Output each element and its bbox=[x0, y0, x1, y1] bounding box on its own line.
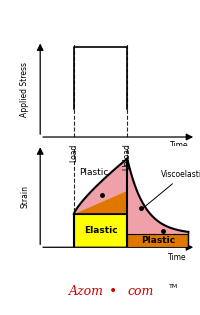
Text: Applied Stress: Applied Stress bbox=[20, 62, 29, 117]
Polygon shape bbox=[127, 234, 187, 247]
Text: Time: Time bbox=[169, 141, 187, 150]
Polygon shape bbox=[73, 158, 127, 214]
Text: com: com bbox=[126, 285, 153, 298]
Text: Azom: Azom bbox=[68, 285, 103, 298]
Polygon shape bbox=[73, 191, 127, 214]
Text: Viscoelastic: Viscoelastic bbox=[140, 170, 200, 210]
Polygon shape bbox=[73, 214, 127, 247]
Text: Unload: Unload bbox=[122, 143, 131, 170]
Text: Load: Load bbox=[69, 143, 78, 162]
Text: Elastic: Elastic bbox=[83, 226, 117, 235]
Text: Plastic: Plastic bbox=[140, 236, 174, 245]
Text: •: • bbox=[108, 284, 117, 298]
Text: Plastic: Plastic bbox=[79, 168, 108, 177]
Text: Strain: Strain bbox=[20, 185, 29, 209]
Polygon shape bbox=[127, 158, 187, 234]
Text: Time: Time bbox=[167, 253, 186, 262]
Text: TM: TM bbox=[168, 284, 178, 289]
